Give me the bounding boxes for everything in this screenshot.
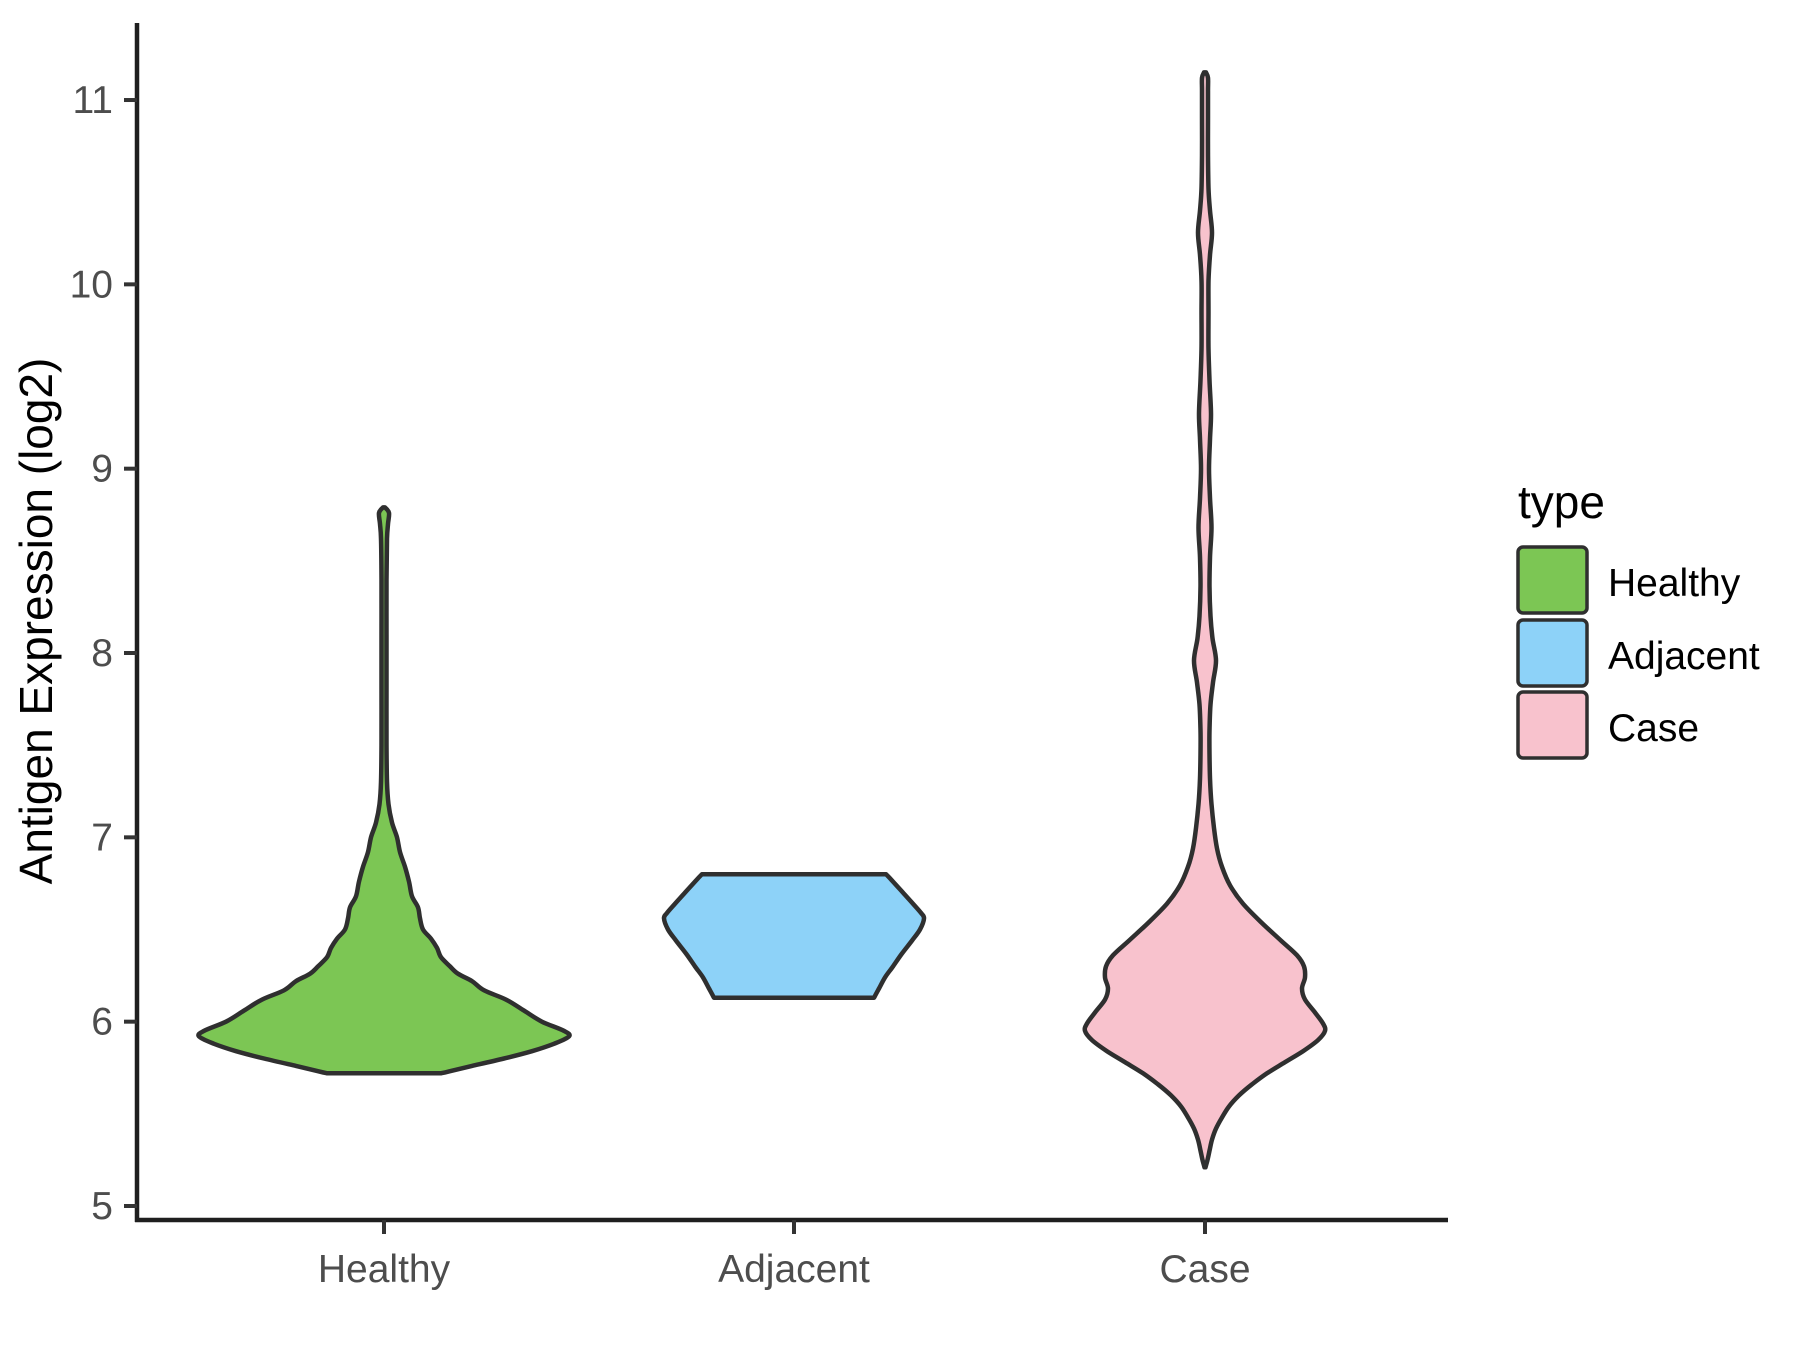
violin-layer	[196, 70, 1328, 1170]
legend-label-case: Case	[1608, 707, 1699, 750]
y-tick-label: 10	[70, 263, 113, 306]
y-tick-label: 9	[91, 448, 113, 491]
legend-label-healthy: Healthy	[1608, 562, 1741, 605]
legend-key-healthy	[1516, 545, 1589, 615]
x-tick-label-adjacent: Adjacent	[718, 1248, 870, 1291]
y-tick-label: 5	[91, 1185, 113, 1228]
violin-adjacent	[661, 871, 927, 1000]
legend-key-case	[1516, 690, 1589, 760]
legend-title: type	[1518, 476, 1605, 528]
x-tick-label-healthy: Healthy	[318, 1248, 451, 1291]
y-axis-title: Antigen Expression (log2)	[10, 358, 62, 885]
y-tick-label: 7	[91, 816, 113, 859]
y-tick-label: 8	[91, 632, 113, 675]
legend-label-adjacent: Adjacent	[1608, 635, 1760, 678]
y-tick-label: 11	[73, 79, 114, 122]
x-tick-layer: Healthy Adjacent Case	[318, 1220, 1251, 1291]
violin-case	[1082, 70, 1328, 1170]
y-tick-label: 6	[91, 1001, 113, 1044]
violin-healthy	[196, 505, 572, 1076]
x-tick-label-case: Case	[1159, 1248, 1250, 1291]
y-tick-layer: 5 6 7 8 9 10 11	[70, 79, 137, 1228]
legend-key-adjacent	[1516, 618, 1589, 688]
